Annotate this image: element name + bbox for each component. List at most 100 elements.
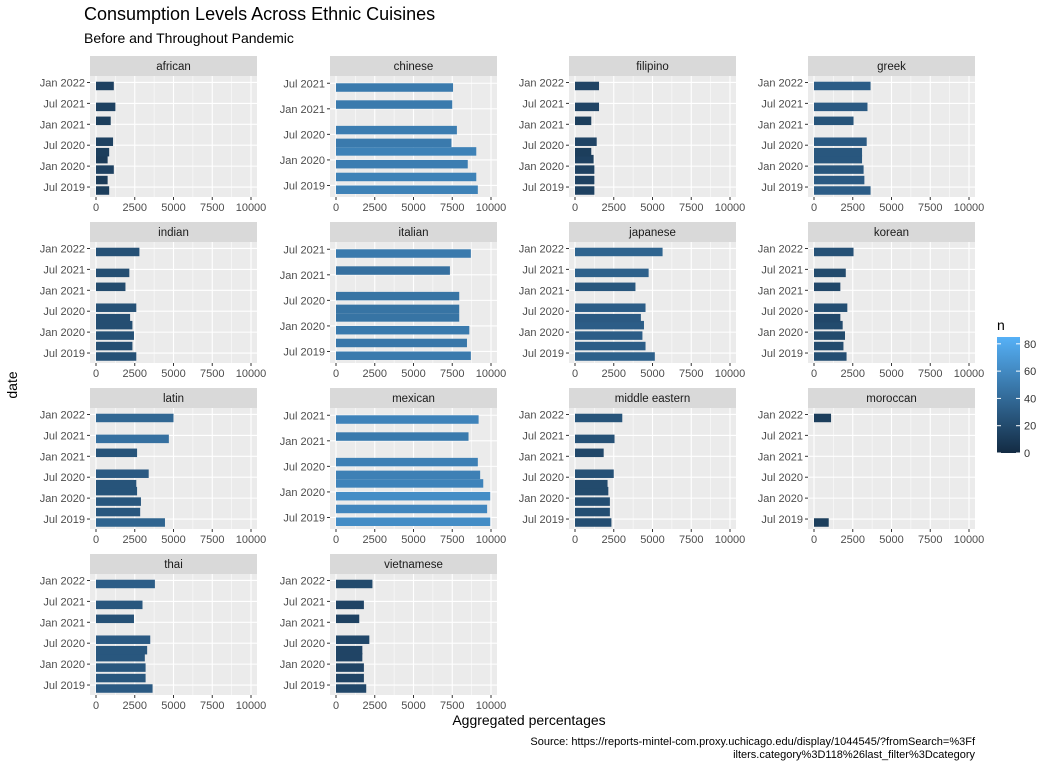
y-tick-label: Jan 2021: [40, 285, 85, 297]
bar: [96, 507, 141, 517]
bar: [96, 614, 134, 624]
x-tick-label: 10000: [476, 368, 507, 380]
bar: [814, 282, 841, 292]
strip-african: [90, 56, 257, 76]
x-tick-label: 0: [572, 202, 578, 214]
y-tick-label: Jul 2020: [283, 295, 325, 307]
y-axis-title: date: [4, 371, 20, 398]
x-tick-label: 0: [333, 368, 339, 380]
bar: [336, 415, 479, 424]
y-tick-label: Jan 2020: [40, 659, 85, 671]
bar: [96, 684, 153, 693]
y-tick-label: Jul 2019: [43, 514, 85, 526]
x-tick-label: 7500: [200, 368, 224, 380]
bar: [575, 137, 597, 146]
x-tick-label: 5000: [879, 368, 903, 380]
panel-african: african Jan 2022 Jul 2021 Jan 2021 Jul 2020 J…: [40, 56, 267, 214]
strip-label-indian: indian: [158, 227, 189, 239]
bar: [575, 175, 595, 185]
bar: [814, 320, 843, 330]
x-tick-label: 2500: [363, 534, 387, 546]
bar: [96, 448, 138, 458]
bar: [575, 486, 609, 496]
y-tick-label: Jan 2021: [519, 285, 564, 297]
y-tick-label: Jul 2020: [522, 140, 564, 152]
x-axis-title: Aggregated percentages: [452, 712, 605, 728]
legend-title: n: [997, 317, 1005, 333]
y-tick-label: Jul 2020: [43, 140, 85, 152]
bar: [336, 432, 469, 441]
panel-indian: indian Jan 2022 Jul 2021 Jan 2021 Jul 2020 Ja…: [40, 222, 266, 380]
bar: [96, 175, 108, 185]
x-tick-label: 5000: [161, 368, 185, 380]
x-tick-label: 5000: [640, 534, 664, 546]
bar: [814, 147, 863, 157]
bar: [336, 457, 478, 467]
bar: [96, 341, 133, 351]
bar: [575, 352, 655, 361]
bar: [336, 652, 363, 662]
x-tick-label: 0: [572, 368, 578, 380]
bar: [814, 102, 868, 112]
panel-korean: korean Jan 2022 Jul 2021 Jan 2021 Jul 2020 Ja…: [758, 222, 984, 380]
x-tick-label: 7500: [440, 534, 464, 546]
x-tick-label: 7500: [918, 368, 942, 380]
y-tick-label: Jul 2020: [283, 461, 325, 473]
bar: [575, 497, 610, 506]
strip-label-middle-eastern: middle eastern: [615, 393, 690, 405]
x-tick-label: 2500: [123, 534, 147, 546]
y-tick-label: Jul 2019: [283, 512, 325, 524]
strip-mexican: [330, 388, 497, 408]
y-tick-label: Jul 2020: [43, 638, 85, 650]
chart-title: Consumption Levels Across Ethnic Cuisine…: [84, 4, 435, 24]
color-legend: n 0 20 40 60 80: [997, 317, 1036, 460]
panel-filipino: filipino Jan 2022 Jul 2021 Jan 2021 Jul 2020…: [519, 56, 745, 214]
y-tick-label: Jan 2021: [280, 270, 325, 282]
legend-label: 40: [1024, 393, 1036, 405]
y-tick-label: Jan 2021: [280, 104, 325, 116]
strip-chinese: [330, 56, 497, 76]
bar: [336, 517, 491, 526]
x-tick-label: 7500: [200, 700, 224, 712]
y-tick-label: Jan 2020: [758, 327, 803, 339]
y-tick-label: Jul 2020: [522, 306, 564, 318]
bar: [96, 673, 146, 683]
y-tick-label: Jan 2021: [519, 119, 564, 131]
x-tick-label: 5000: [640, 202, 664, 214]
y-tick-label: Jan 2021: [758, 451, 803, 463]
x-tick-label: 7500: [918, 534, 942, 546]
bar: [575, 434, 615, 444]
bar: [336, 614, 360, 624]
y-tick-label: Jan 2020: [40, 327, 85, 339]
bar: [814, 413, 832, 423]
x-tick-label: 2500: [602, 368, 626, 380]
bar: [96, 352, 137, 361]
bar: [336, 249, 471, 258]
y-tick-label: Jul 2019: [522, 182, 564, 194]
panel-vietnamese: vietnamese Jan 2022 Jul 2021 Jan 2021 Jul 20…: [280, 554, 506, 712]
x-tick-label: 0: [93, 368, 99, 380]
y-tick-label: Jan 2022: [280, 575, 325, 587]
bar: [336, 351, 471, 360]
bar: [96, 486, 138, 496]
x-tick-label: 10000: [236, 202, 267, 214]
panel-japanese: japanese Jan 2022 Jul 2021 Jan 2021 Jul 2020…: [519, 222, 745, 380]
strip-greek: [808, 56, 975, 76]
bar: [336, 635, 370, 644]
y-tick-label: Jul 2019: [283, 180, 325, 192]
panel-middle-eastern: middle eastern Jan 2022 Jul 2021 Jan 2021 Ju…: [519, 388, 745, 546]
bar: [814, 352, 847, 361]
x-tick-label: 10000: [236, 700, 267, 712]
x-tick-label: 5000: [401, 202, 425, 214]
bar: [336, 83, 454, 92]
y-tick-label: Jan 2022: [758, 243, 803, 255]
x-tick-label: 0: [333, 700, 339, 712]
bar: [96, 518, 165, 527]
y-tick-label: Jul 2020: [522, 472, 564, 484]
y-tick-label: Jan 2022: [519, 77, 564, 89]
bar: [575, 116, 592, 126]
bar: [96, 479, 137, 489]
x-tick-label: 2500: [602, 534, 626, 546]
bar: [96, 137, 114, 146]
